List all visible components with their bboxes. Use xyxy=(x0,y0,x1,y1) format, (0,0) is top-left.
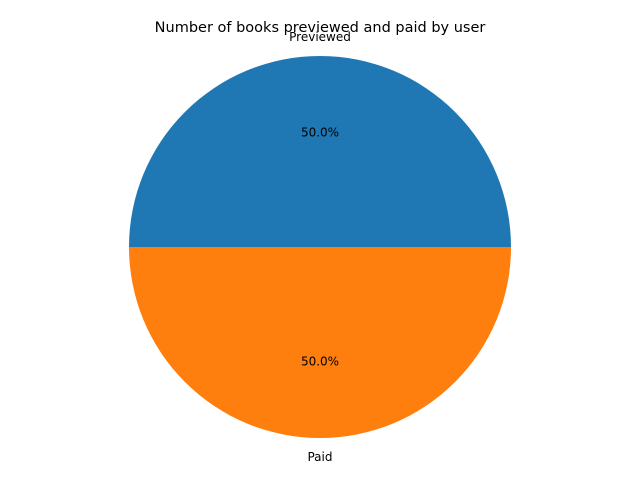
pie-slice-previewed xyxy=(129,56,511,247)
slice-label-previewed: Previewed xyxy=(289,30,351,44)
slice-label-paid: Paid xyxy=(307,450,332,464)
pct-label-previewed: 50.0% xyxy=(301,125,339,139)
pie-labels: Previewed 50.0% Paid 50.0% xyxy=(289,30,351,464)
pie-slices xyxy=(129,56,511,438)
chart-title: Number of books previewed and paid by us… xyxy=(155,20,486,36)
pie-slice-paid xyxy=(129,247,511,438)
pct-label-paid: 50.0% xyxy=(301,355,339,369)
